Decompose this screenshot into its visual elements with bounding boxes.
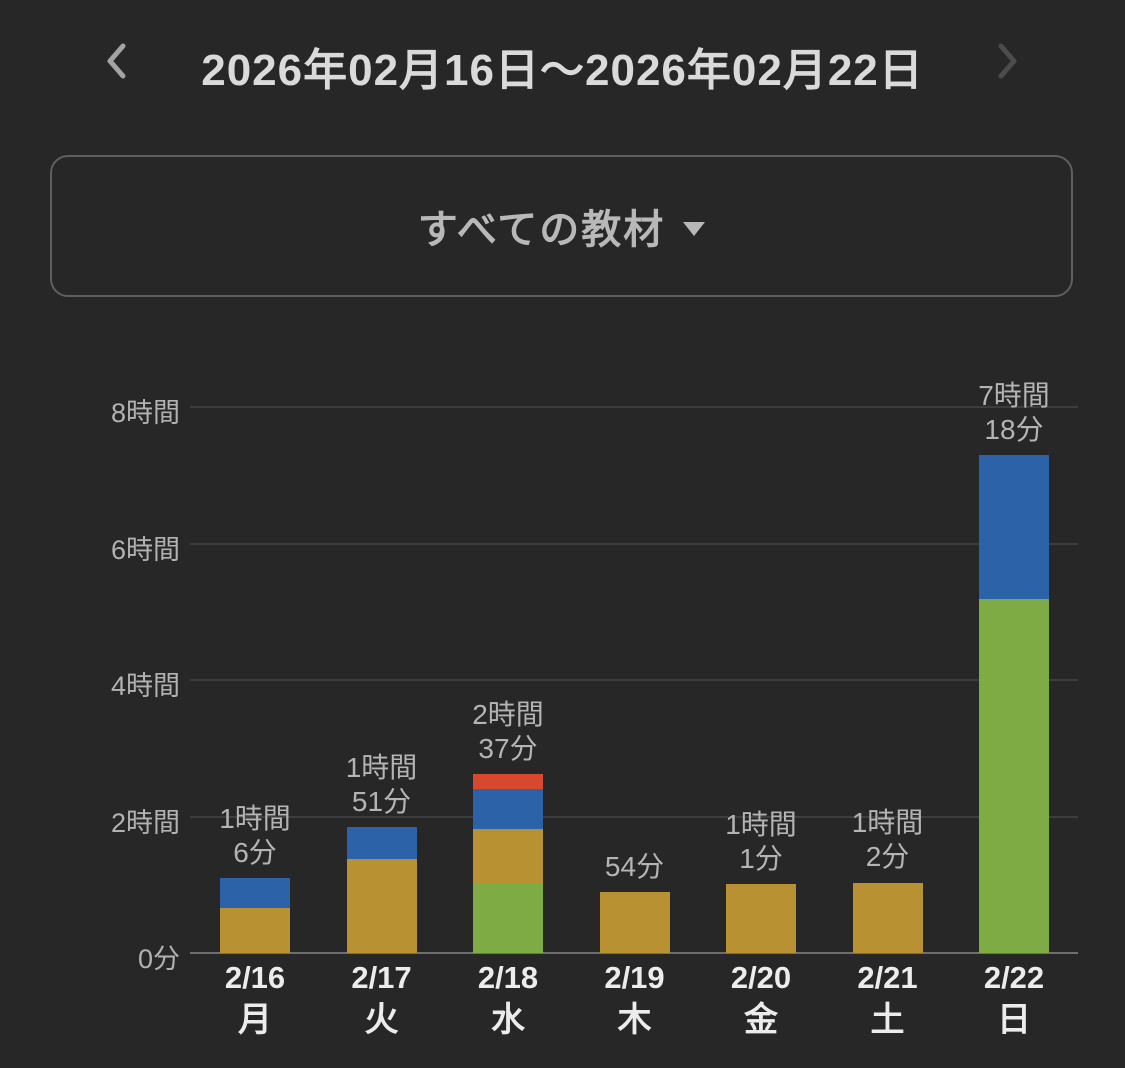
x-axis-weekday-label: 月	[238, 1001, 272, 1039]
x-axis-date-label: 2/19	[604, 960, 665, 995]
date-range-title: 2026年02月16日〜2026年02月22日	[201, 46, 924, 95]
previous-week-button[interactable]	[92, 38, 140, 86]
y-axis-tick-label: 2時間	[110, 807, 180, 838]
bar-segment-gold	[726, 883, 796, 953]
bar-total-label: 54分	[604, 850, 665, 882]
bar-total-label: 1時間 2分	[851, 807, 924, 873]
material-filter-dropdown[interactable]: すべての教材	[50, 155, 1073, 297]
x-axis-date-label: 2/18	[477, 960, 539, 995]
material-filter-label: すべての教材	[417, 208, 666, 252]
bar-total-label: 1時間 6分	[219, 802, 291, 868]
gridline	[190, 406, 1078, 408]
x-axis-weekday-label: 水	[491, 1001, 525, 1039]
bar-segment-gold	[346, 858, 417, 953]
x-axis-date-label: 2/16	[224, 960, 286, 995]
bar-2/20[interactable]	[726, 883, 796, 953]
bar-2/16[interactable]	[220, 877, 290, 953]
x-axis-weekday-label: 木	[617, 1001, 652, 1039]
bar-segment-red	[473, 774, 543, 790]
x-axis-date-label: 2/20	[730, 960, 792, 995]
bar-segment-gold	[599, 891, 670, 953]
bar-2/21[interactable]	[852, 882, 923, 953]
bar-segment-blue	[220, 877, 290, 908]
y-axis-tick-label: 4時間	[110, 671, 180, 701]
next-week-button[interactable]	[984, 38, 1032, 86]
bar-2/19[interactable]	[599, 891, 670, 953]
gridline	[190, 542, 1078, 545]
bar-segment-gold	[220, 907, 290, 953]
bar-2/22[interactable]	[979, 454, 1049, 953]
x-axis-date-label: 2/17	[351, 960, 412, 995]
bar-segment-gold	[473, 829, 543, 883]
bar-segment-blue	[979, 454, 1049, 600]
bar-2/17[interactable]	[346, 826, 417, 953]
x-axis-weekday-label: 土	[870, 1001, 905, 1039]
chevron-right-icon	[995, 40, 1021, 85]
x-axis-baseline	[190, 952, 1078, 954]
x-axis-date-label: 2/21	[857, 960, 918, 995]
x-axis-weekday-label: 火	[364, 1001, 399, 1039]
bar-total-label: 1時間 51分	[345, 751, 418, 817]
gridline	[190, 815, 1078, 818]
x-axis-weekday-label: 金	[744, 1001, 778, 1039]
bar-total-label: 7時間 18分	[978, 379, 1050, 445]
y-axis-tick-label: 8時間	[110, 398, 180, 428]
bar-total-label: 2時間 37分	[472, 699, 544, 765]
bar-segment-green	[979, 599, 1049, 953]
bar-segment-green	[473, 882, 543, 953]
y-axis-tick-label: 6時間	[110, 534, 180, 565]
caret-down-icon	[683, 222, 706, 236]
bar-2/18[interactable]	[473, 774, 543, 953]
chevron-left-icon	[103, 40, 129, 85]
gridline	[190, 679, 1078, 681]
y-axis-tick-label: 0分	[137, 944, 180, 974]
x-axis-date-label: 2/22	[983, 960, 1045, 995]
x-axis-weekday-label: 日	[997, 1001, 1031, 1039]
bar-segment-blue	[473, 789, 543, 829]
bar-total-label: 1時間 1分	[725, 808, 797, 874]
bar-segment-blue	[346, 826, 417, 859]
bar-segment-gold	[852, 882, 923, 953]
